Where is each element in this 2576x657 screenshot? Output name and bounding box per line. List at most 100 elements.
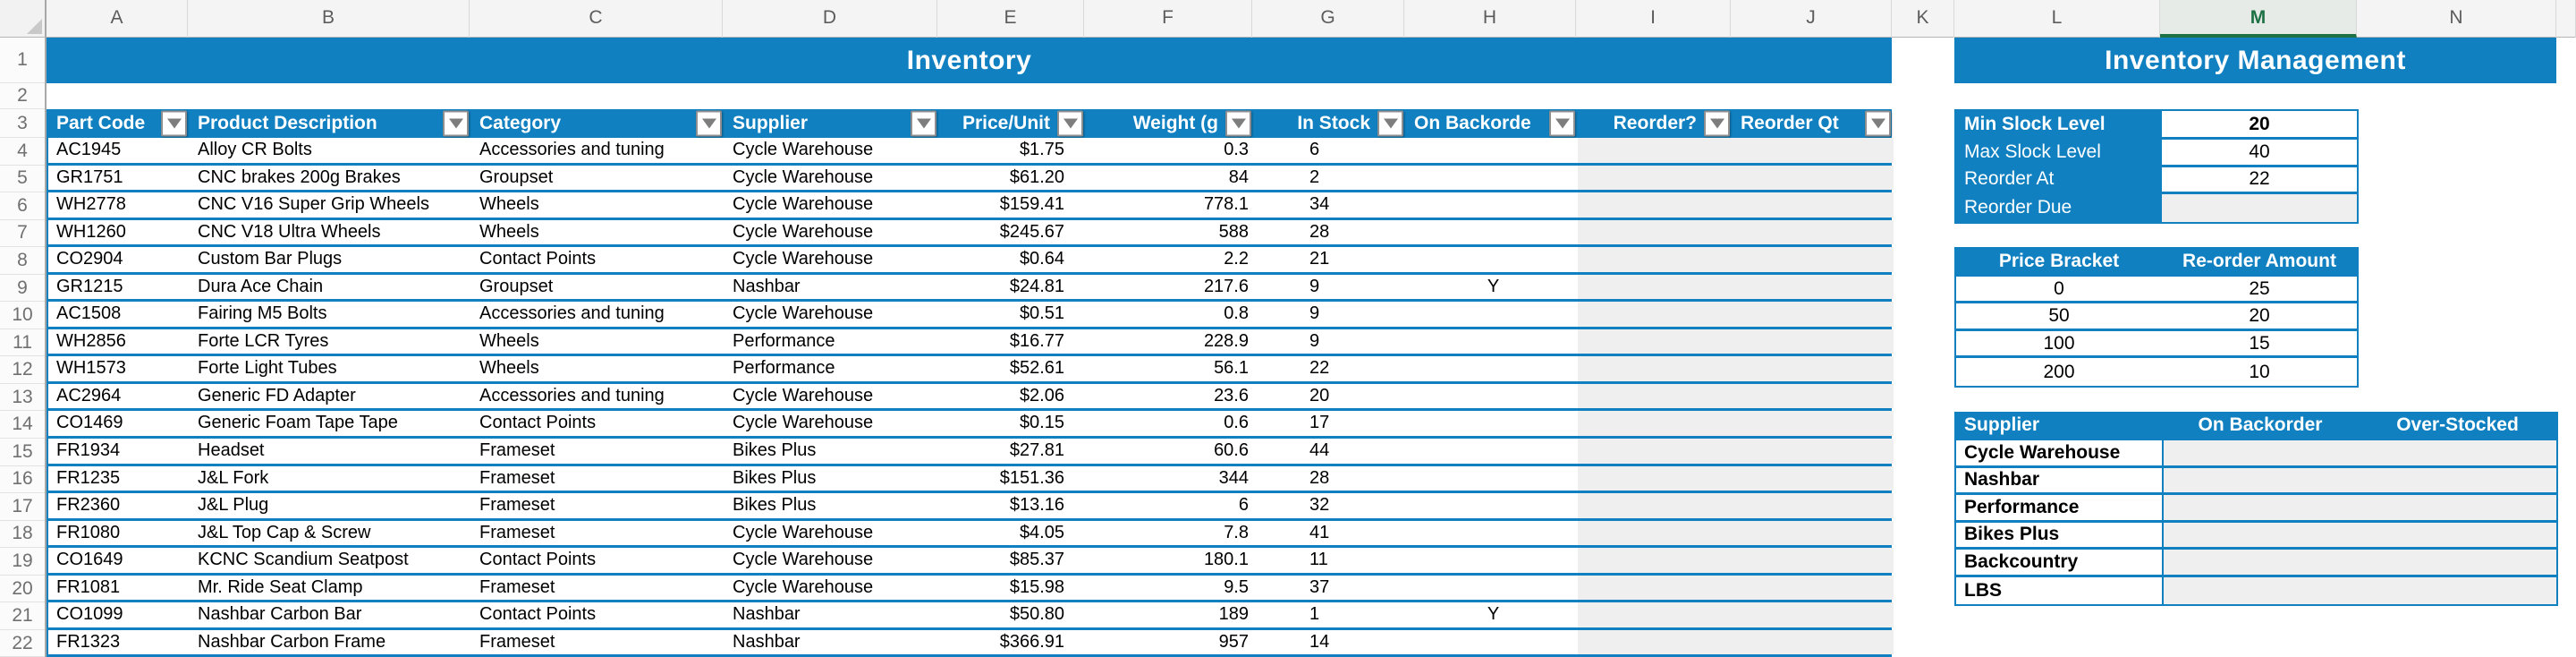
row-header-19[interactable]: 19 xyxy=(0,548,45,576)
cell-product-description[interactable]: Alloy CR Bolts xyxy=(198,140,312,159)
supplier-name[interactable]: Cycle Warehouse xyxy=(1964,441,2121,463)
cell-supplier[interactable]: Cycle Warehouse xyxy=(733,550,874,570)
filter-button-part-code[interactable] xyxy=(161,110,187,137)
cell-product-description[interactable]: CNC brakes 200g Brakes xyxy=(198,166,401,187)
cell-product-description[interactable]: Nashbar Carbon Bar xyxy=(198,604,362,625)
cell-price-unit[interactable]: $13.16 xyxy=(1009,495,1064,516)
cell-reorder-qty[interactable] xyxy=(1733,328,1894,354)
cell-supplier[interactable]: Cycle Warehouse xyxy=(733,221,874,242)
cell-category[interactable]: Accessories and tuning xyxy=(479,303,665,324)
cell-weight[interactable]: 588 xyxy=(1218,221,1249,242)
stock-setting-value[interactable]: 40 xyxy=(2249,141,2270,162)
cell-supplier[interactable]: Cycle Warehouse xyxy=(733,140,874,159)
cell-price-unit[interactable]: $245.67 xyxy=(999,221,1064,242)
cell-price-unit[interactable]: $366.91 xyxy=(999,631,1064,652)
row-header-8[interactable]: 8 xyxy=(0,247,45,275)
cell-reorder[interactable] xyxy=(1578,548,1733,573)
cell-in-stock[interactable]: 41 xyxy=(1309,522,1330,542)
cell-category[interactable]: Contact Points xyxy=(479,604,597,625)
cell-supplier[interactable]: Nashbar xyxy=(733,276,801,296)
cell-supplier[interactable]: Cycle Warehouse xyxy=(733,576,874,597)
row-header-13[interactable]: 13 xyxy=(0,384,45,412)
cell-price-unit[interactable]: $159.41 xyxy=(999,194,1064,215)
cell-product-description[interactable]: Forte Light Tubes xyxy=(198,358,337,379)
cell-reorder-qty[interactable] xyxy=(1733,274,1894,300)
cell-supplier[interactable]: Bikes Plus xyxy=(733,495,817,516)
cell-price-unit[interactable]: $52.61 xyxy=(1009,358,1064,379)
cell-product-description[interactable]: Headset xyxy=(198,440,265,461)
cell-reorder[interactable] xyxy=(1578,192,1733,218)
cell-reorder[interactable] xyxy=(1578,575,1733,601)
cell-reorder-qty[interactable] xyxy=(1733,520,1894,546)
column-header-K[interactable]: K xyxy=(1892,0,1954,38)
cell-weight[interactable]: 778.1 xyxy=(1203,194,1249,215)
cell-on-backorder[interactable]: Y xyxy=(1487,604,1500,625)
cell-weight[interactable]: 0.3 xyxy=(1224,140,1249,159)
cell-part-code[interactable]: WH1573 xyxy=(56,358,126,379)
cell-category[interactable]: Frameset xyxy=(479,467,555,488)
cell-product-description[interactable]: J&L Top Cap & Screw xyxy=(198,522,371,542)
cell-weight[interactable]: 9.5 xyxy=(1224,576,1249,597)
cell-weight[interactable]: 6 xyxy=(1238,495,1249,516)
cell-part-code[interactable]: AC2964 xyxy=(56,385,122,405)
supplier-status-cells[interactable] xyxy=(2162,440,2556,465)
cell-in-stock[interactable]: 14 xyxy=(1309,631,1330,652)
supplier-status-cells[interactable] xyxy=(2162,495,2556,520)
stock-setting-value[interactable]: 22 xyxy=(2249,168,2270,190)
cell-on-backorder[interactable] xyxy=(1406,384,1578,409)
cell-in-stock[interactable]: 21 xyxy=(1309,249,1330,269)
cell-category[interactable]: Wheels xyxy=(479,358,539,379)
row-header-11[interactable]: 11 xyxy=(0,329,45,357)
cell-part-code[interactable]: CO1099 xyxy=(56,604,123,625)
cell-reorder-qty[interactable] xyxy=(1733,165,1894,191)
cell-reorder[interactable] xyxy=(1578,602,1733,627)
cell-in-stock[interactable]: 1 xyxy=(1309,604,1320,625)
cell-product-description[interactable]: Mr. Ride Seat Clamp xyxy=(198,576,363,597)
cell-price-unit[interactable]: $24.81 xyxy=(1009,276,1064,296)
cell-product-description[interactable]: KCNC Scandium Seatpost xyxy=(198,550,409,570)
cell-price-unit[interactable]: $16.77 xyxy=(1009,330,1064,351)
cell-product-description[interactable]: Nashbar Carbon Frame xyxy=(198,631,386,652)
cell-in-stock[interactable]: 11 xyxy=(1309,550,1328,570)
supplier-name[interactable]: Nashbar xyxy=(1964,469,2040,491)
supplier-name[interactable]: Performance xyxy=(1964,496,2080,517)
cell-reorder[interactable] xyxy=(1578,493,1733,518)
cell-price-unit[interactable]: $4.05 xyxy=(1019,522,1064,542)
filter-button-product-description[interactable] xyxy=(443,110,469,137)
cell-supplier[interactable]: Cycle Warehouse xyxy=(733,385,874,405)
cell-category[interactable]: Accessories and tuning xyxy=(479,385,665,405)
filter-button-supplier[interactable] xyxy=(911,110,936,137)
cell-on-backorder[interactable] xyxy=(1406,548,1578,573)
cell-product-description[interactable]: Generic FD Adapter xyxy=(198,385,356,405)
cell-part-code[interactable]: CO1649 xyxy=(56,550,123,570)
row-header-20[interactable]: 20 xyxy=(0,576,45,603)
price-bracket-value[interactable]: 200 xyxy=(2043,361,2075,382)
cell-category[interactable]: Wheels xyxy=(479,194,539,215)
column-header-I[interactable]: I xyxy=(1576,0,1731,38)
cell-reorder-qty[interactable] xyxy=(1733,439,1894,464)
cell-part-code[interactable]: FR1080 xyxy=(56,522,121,542)
column-header-B[interactable]: B xyxy=(188,0,470,38)
cell-reorder[interactable] xyxy=(1578,165,1733,191)
cell-reorder-qty[interactable] xyxy=(1733,602,1894,627)
cell-price-unit[interactable]: $1.75 xyxy=(1019,140,1064,159)
cell-part-code[interactable]: GR1751 xyxy=(56,166,123,187)
cell-weight[interactable]: 180.1 xyxy=(1203,550,1249,570)
cell-part-code[interactable]: CO2904 xyxy=(56,249,123,269)
cell-reorder-qty[interactable] xyxy=(1733,219,1894,245)
cell-in-stock[interactable]: 20 xyxy=(1309,385,1330,405)
price-bracket-value[interactable]: 0 xyxy=(2054,277,2064,299)
cell-weight[interactable]: 957 xyxy=(1218,631,1249,652)
cell-supplier[interactable]: Bikes Plus xyxy=(733,440,817,461)
row-header-5[interactable]: 5 xyxy=(0,166,45,193)
filter-button-weight[interactable] xyxy=(1225,110,1251,137)
cell-weight[interactable]: 84 xyxy=(1228,166,1249,187)
cell-product-description[interactable]: CNC V16 Super Grip Wheels xyxy=(198,194,429,215)
supplier-name[interactable]: Bikes Plus xyxy=(1964,524,2060,545)
cell-on-backorder[interactable] xyxy=(1406,166,1578,191)
cell-category[interactable]: Wheels xyxy=(479,221,539,242)
cell-part-code[interactable]: CO1469 xyxy=(56,413,123,433)
cell-supplier[interactable]: Cycle Warehouse xyxy=(733,194,874,215)
cell-reorder[interactable] xyxy=(1578,302,1733,327)
select-all-corner[interactable] xyxy=(0,0,47,38)
